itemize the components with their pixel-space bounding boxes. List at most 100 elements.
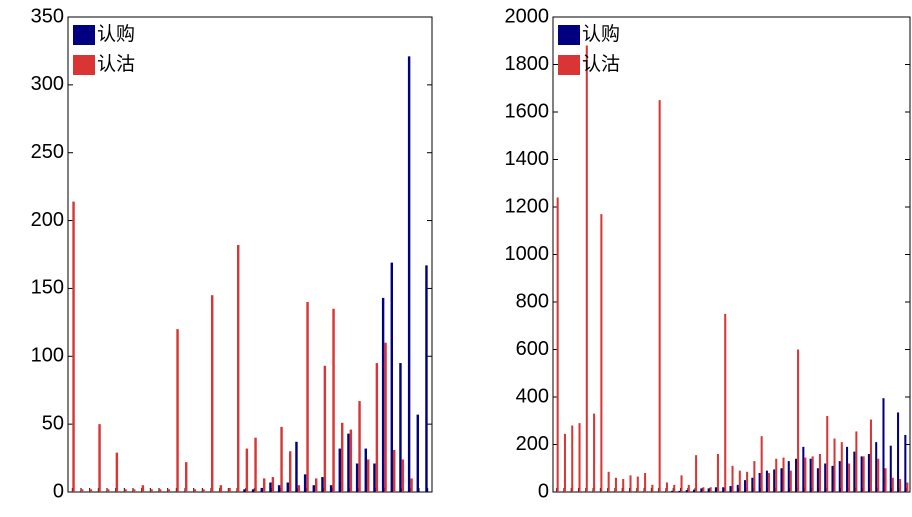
bar: [251, 489, 255, 492]
bar: [855, 431, 858, 492]
bar: [585, 45, 588, 492]
bar: [760, 436, 763, 492]
y-tick-label: 100: [31, 345, 64, 367]
bar: [795, 458, 798, 492]
y-tick-label: 0: [538, 480, 549, 502]
y-tick-label: 150: [31, 277, 64, 299]
bar: [107, 489, 110, 492]
bar: [802, 446, 805, 492]
bar: [578, 423, 581, 492]
bar: [600, 214, 603, 492]
bar: [81, 489, 84, 492]
bar: [671, 490, 674, 492]
bar: [407, 56, 411, 492]
bar: [321, 477, 324, 492]
bar: [202, 489, 205, 492]
bar: [804, 457, 807, 492]
bar: [729, 486, 732, 492]
bar: [797, 349, 800, 492]
bar: [303, 474, 307, 492]
bar: [716, 454, 719, 492]
bar: [816, 468, 819, 492]
bar: [831, 465, 834, 492]
bar: [818, 454, 821, 492]
y-tick-label: 300: [31, 73, 64, 95]
bar: [306, 302, 309, 492]
bar: [695, 455, 698, 492]
bar: [853, 451, 856, 492]
y-tick-label: 200: [31, 209, 64, 231]
bar: [753, 461, 756, 492]
bar: [124, 489, 127, 492]
bar: [869, 419, 872, 492]
bar: [410, 478, 413, 492]
bar: [685, 490, 688, 492]
bar: [355, 463, 359, 492]
bar: [295, 441, 298, 492]
bar: [607, 471, 610, 492]
bar: [867, 454, 870, 492]
y-tick-label: 1000: [505, 243, 550, 265]
bar: [687, 484, 690, 492]
bar: [899, 478, 902, 492]
bar: [563, 433, 566, 492]
legend-swatch: [73, 55, 95, 75]
bar: [98, 424, 101, 492]
bar: [254, 437, 257, 492]
bar: [773, 469, 776, 492]
bar: [848, 463, 851, 492]
bar: [709, 487, 712, 492]
bar: [658, 100, 661, 492]
legend-label: 认沽: [582, 53, 620, 75]
bar: [167, 489, 171, 492]
bar: [141, 485, 145, 492]
bar: [846, 446, 849, 492]
bar: [782, 457, 785, 492]
bar: [243, 489, 246, 492]
bar: [393, 449, 396, 492]
bar: [277, 485, 281, 492]
bar: [349, 429, 353, 492]
bar: [323, 365, 327, 492]
y-tick-label: 250: [31, 141, 64, 163]
bar: [882, 398, 885, 492]
bar: [390, 262, 393, 492]
bar: [765, 470, 768, 492]
bar: [840, 442, 843, 492]
bar: [809, 458, 812, 492]
bar: [780, 468, 783, 492]
bar: [185, 462, 188, 492]
bar: [787, 461, 790, 492]
y-tick-label: 400: [516, 385, 549, 407]
y-tick-label: 350: [31, 5, 64, 27]
bar: [789, 470, 792, 492]
bar: [338, 448, 341, 492]
bar: [622, 478, 625, 492]
y-tick-label: 1800: [505, 53, 550, 75]
bar: [751, 477, 754, 492]
bar: [678, 490, 681, 492]
bar: [228, 487, 231, 492]
bar: [614, 477, 617, 492]
bar: [707, 488, 710, 492]
bar: [312, 485, 315, 492]
bar: [891, 477, 894, 492]
legend-label: 认购: [97, 23, 135, 45]
bar: [665, 482, 668, 492]
bar: [906, 482, 909, 492]
bar: [72, 201, 75, 493]
bar: [693, 489, 696, 492]
y-tick-label: 600: [516, 338, 549, 360]
bar: [367, 459, 370, 492]
bar: [260, 487, 263, 492]
y-tick-label: 1400: [505, 148, 550, 170]
bar: [269, 482, 272, 492]
bar: [399, 363, 402, 492]
bar: [133, 489, 136, 492]
y-tick-label: 200: [516, 433, 549, 455]
bar: [593, 413, 596, 492]
bar: [297, 485, 301, 492]
bar: [364, 448, 367, 492]
bar: [425, 265, 428, 492]
legend-swatch: [558, 55, 580, 75]
